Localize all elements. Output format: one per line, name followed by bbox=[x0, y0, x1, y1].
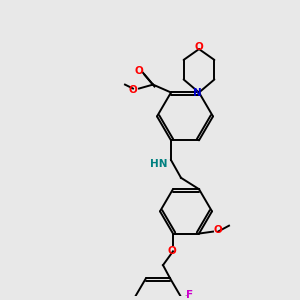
Text: O: O bbox=[168, 246, 176, 256]
Text: O: O bbox=[129, 85, 137, 94]
Text: O: O bbox=[195, 42, 203, 52]
Text: F: F bbox=[186, 290, 194, 300]
Text: N: N bbox=[193, 88, 201, 98]
Text: O: O bbox=[214, 225, 222, 235]
Text: HN: HN bbox=[150, 159, 168, 169]
Text: O: O bbox=[135, 66, 143, 76]
